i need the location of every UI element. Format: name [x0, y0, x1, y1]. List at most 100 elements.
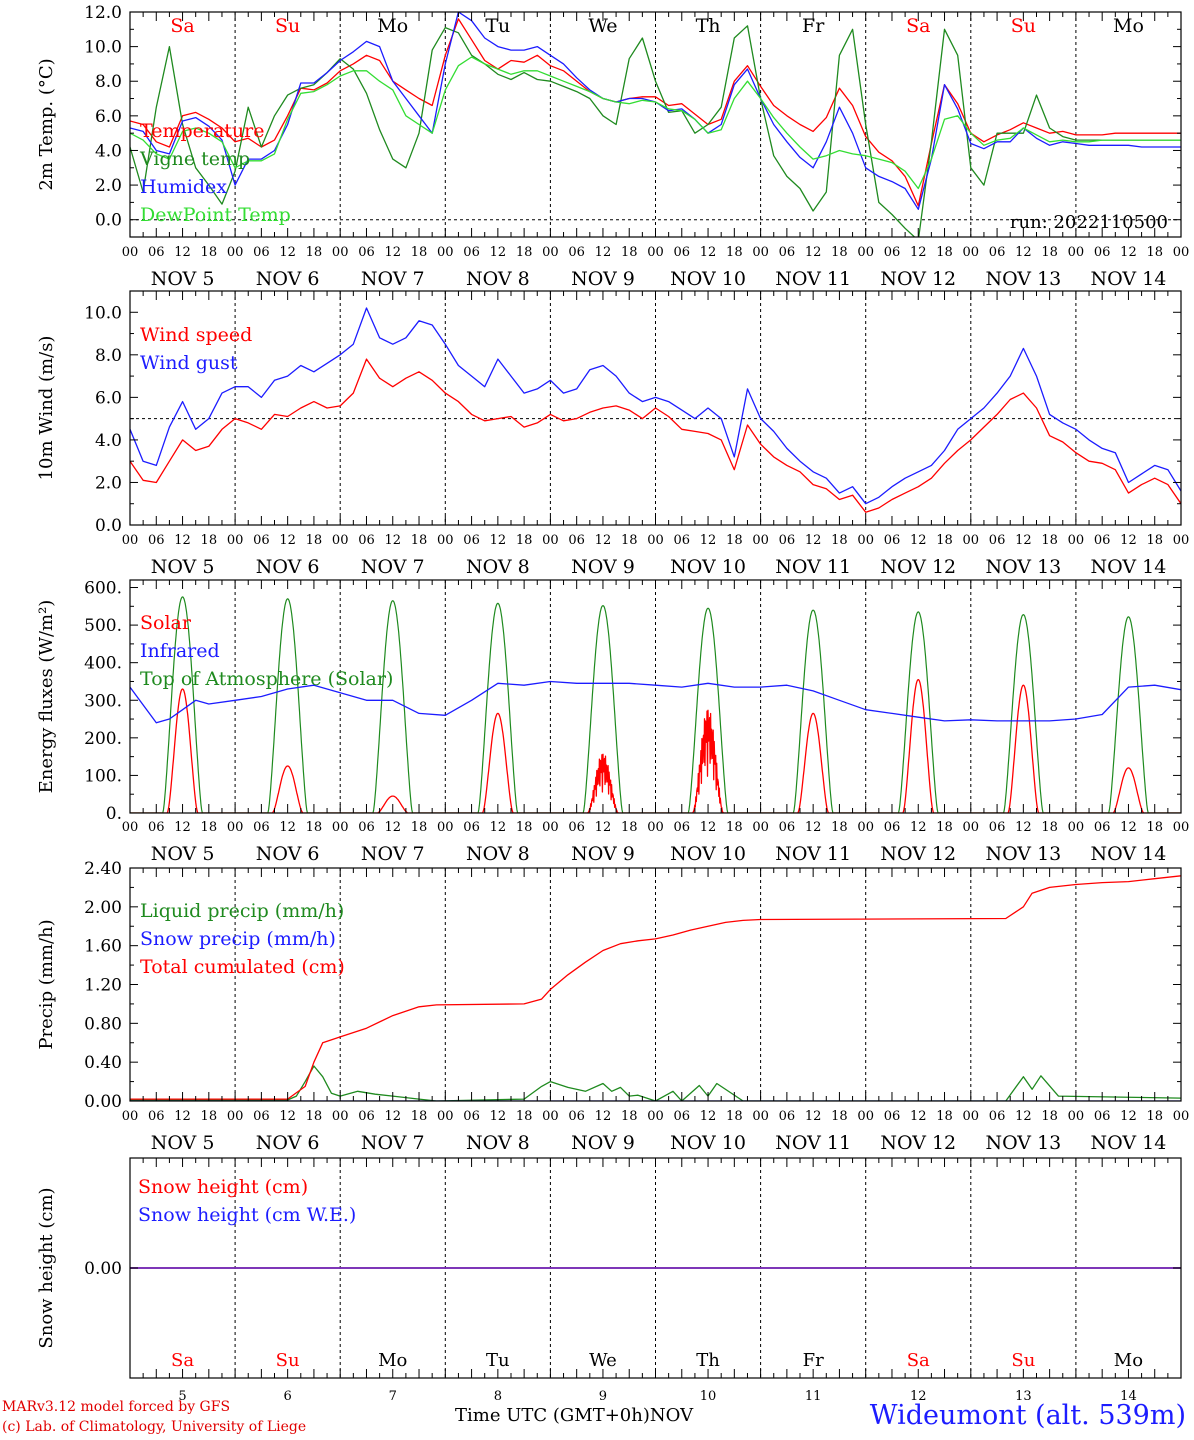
- hour-tick-label: 12: [1015, 245, 1032, 260]
- y-tick-label: 500.: [84, 616, 122, 636]
- hour-tick-label: 06: [779, 533, 796, 548]
- hour-tick-label: 06: [674, 533, 691, 548]
- hour-tick-label: 06: [779, 245, 796, 260]
- hour-tick-label: 12: [700, 820, 717, 835]
- y-axis-title: 10m Wind (m/s): [36, 336, 57, 481]
- hour-tick-label: 18: [411, 533, 428, 548]
- hour-tick-label: 06: [779, 1109, 796, 1124]
- hour-tick-label: 00: [963, 245, 980, 260]
- y-tick-label: 8.0: [95, 72, 122, 92]
- day-label: NOV 9: [571, 843, 635, 865]
- day-number-label: 11: [805, 1389, 822, 1404]
- hour-tick-label: 00: [122, 1109, 139, 1124]
- hour-tick-label: 06: [568, 820, 585, 835]
- hour-tick-label: 06: [1094, 820, 1111, 835]
- hour-tick-label: 18: [516, 245, 533, 260]
- day-label: NOV 8: [466, 1132, 530, 1154]
- weekday-label: Su: [275, 15, 300, 37]
- weekday-label: Th: [696, 15, 721, 37]
- weekday-label: Tu: [485, 15, 510, 37]
- hour-tick-label: 06: [884, 1109, 901, 1124]
- hour-tick-label: 12: [490, 820, 507, 835]
- legend-entry: Wind gust: [140, 352, 238, 374]
- hour-tick-label: 12: [910, 820, 927, 835]
- y-tick-label: 6.0: [95, 388, 122, 408]
- hour-tick-label: 00: [963, 820, 980, 835]
- day-label: NOV 14: [1091, 843, 1167, 865]
- day-label: NOV 10: [670, 268, 746, 290]
- hour-tick-label: 00: [857, 245, 874, 260]
- station-label: Wideumont (alt. 539m): [869, 1400, 1186, 1431]
- day-label: NOV 8: [466, 556, 530, 578]
- y-tick-label: 0.0: [95, 516, 122, 536]
- hour-tick-label: 18: [411, 1109, 428, 1124]
- hour-tick-label: 00: [857, 533, 874, 548]
- weekday-label: We: [589, 1350, 617, 1371]
- weekday-label: Mo: [377, 15, 408, 37]
- series-line-0: [130, 18, 1181, 207]
- hour-tick-label: 00: [332, 245, 349, 260]
- y-tick-label: 4.0: [95, 141, 122, 161]
- day-number-label: 12: [910, 1389, 927, 1404]
- hour-tick-label: 12: [805, 533, 822, 548]
- weekday-label: Sa: [907, 1350, 930, 1371]
- hour-tick-label: 18: [831, 1109, 848, 1124]
- weekday-label: Tu: [486, 1350, 510, 1371]
- y-tick-label: 1.60: [84, 937, 122, 957]
- hour-tick-label: 06: [148, 820, 165, 835]
- hour-tick-label: 06: [884, 533, 901, 548]
- weekday-label: Fr: [803, 1350, 824, 1371]
- hour-tick-label: 00: [332, 820, 349, 835]
- hour-tick-label: 06: [568, 1109, 585, 1124]
- credit-line-2: (c) Lab. of Climatology, University of L…: [2, 1419, 307, 1435]
- hour-tick-label: 12: [384, 245, 401, 260]
- hour-tick-label: 12: [805, 1109, 822, 1124]
- hour-tick-label: 18: [306, 245, 323, 260]
- hour-tick-label: 12: [174, 1109, 191, 1124]
- day-label: NOV 10: [670, 556, 746, 578]
- day-label: NOV 12: [880, 1132, 956, 1154]
- weekday-label: Th: [696, 1350, 720, 1371]
- hour-tick-label: 12: [279, 820, 296, 835]
- hour-tick-label: 00: [1068, 820, 1085, 835]
- day-number-label: 13: [1015, 1389, 1032, 1404]
- day-label: NOV 8: [466, 843, 530, 865]
- hour-tick-label: 12: [279, 533, 296, 548]
- weekday-label: We: [588, 15, 617, 37]
- hour-tick-label: 00: [857, 820, 874, 835]
- y-tick-label: 10.0: [84, 303, 122, 323]
- hour-tick-label: 00: [1068, 245, 1085, 260]
- weekday-label: Su: [1011, 1350, 1035, 1371]
- hour-tick-label: 06: [358, 245, 375, 260]
- hour-tick-label: 12: [174, 533, 191, 548]
- hour-tick-label: 12: [174, 820, 191, 835]
- hour-tick-label: 18: [1146, 533, 1163, 548]
- hour-tick-label: 12: [910, 533, 927, 548]
- hour-tick-label: 00: [1068, 1109, 1085, 1124]
- day-label: NOV 11: [775, 556, 851, 578]
- hour-tick-label: 18: [411, 820, 428, 835]
- day-label: NOV 11: [775, 268, 851, 290]
- day-label: NOV 7: [361, 556, 425, 578]
- y-tick-label: 200.: [84, 729, 122, 749]
- hour-tick-label: 18: [1146, 245, 1163, 260]
- hour-tick-label: 18: [936, 245, 953, 260]
- hour-tick-label: 00: [1173, 1109, 1190, 1124]
- hour-tick-label: 12: [595, 1109, 612, 1124]
- hour-tick-label: 12: [1015, 1109, 1032, 1124]
- hour-tick-label: 18: [621, 533, 638, 548]
- hour-tick-label: 06: [989, 245, 1006, 260]
- day-label: NOV 7: [361, 268, 425, 290]
- hour-tick-label: 00: [332, 1109, 349, 1124]
- hour-tick-label: 00: [122, 820, 139, 835]
- day-number-label: 9: [599, 1389, 607, 1404]
- day-label: NOV 11: [775, 1132, 851, 1154]
- hour-tick-label: 00: [752, 245, 769, 260]
- day-number-label: 8: [494, 1389, 502, 1404]
- hour-tick-label: 18: [621, 820, 638, 835]
- series-line-1: [130, 307, 1181, 505]
- day-label: NOV 14: [1091, 268, 1167, 290]
- hour-tick-label: 18: [726, 533, 743, 548]
- hour-tick-label: 06: [358, 533, 375, 548]
- y-tick-label: 100.: [84, 766, 122, 786]
